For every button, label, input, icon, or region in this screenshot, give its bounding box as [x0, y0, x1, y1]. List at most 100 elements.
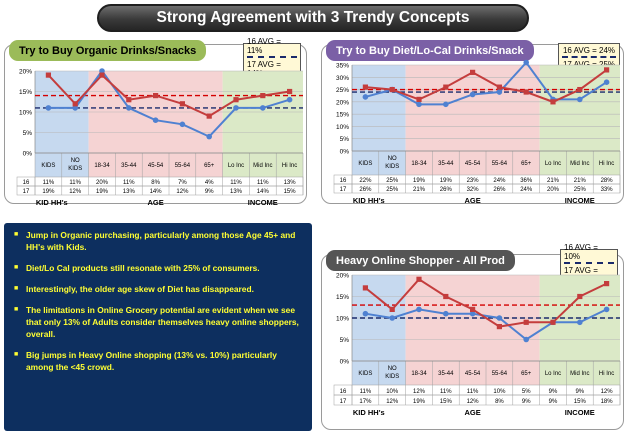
organic-chart-title: Try to Buy Organic Drinks/Snacks	[9, 40, 207, 61]
table-cell: 19%	[96, 189, 109, 195]
table-cell: 19%	[413, 178, 426, 184]
y-tick-label: 5%	[23, 130, 33, 137]
table-cell: 20%	[96, 180, 109, 186]
series-16-line	[365, 60, 608, 106]
group-label: INCOME	[248, 198, 278, 207]
series-17-point	[523, 89, 529, 95]
y-tick-label: 20%	[336, 273, 349, 280]
category-label: 35-44	[438, 371, 454, 377]
series-17-point	[260, 93, 266, 99]
table-cell: 11%	[123, 180, 135, 186]
table-cell: 24%	[520, 187, 533, 193]
series-16-point	[577, 96, 583, 103]
insight-item: Big jumps in Heavy Online shopping (13% …	[12, 349, 304, 373]
table-cell: 12%	[69, 189, 82, 195]
series-17-point	[470, 306, 476, 312]
table-row-label: 16	[340, 178, 347, 184]
group-zone	[222, 71, 303, 177]
y-tick-label: 30%	[336, 75, 349, 82]
table-cell: 9%	[549, 389, 558, 395]
table-row-label: 17	[340, 399, 347, 405]
y-tick-label: 0%	[340, 359, 350, 366]
table-row	[333, 183, 621, 194]
category-label: 18-34	[94, 163, 110, 169]
table-cell: 13%	[123, 189, 136, 195]
table-cell: 23%	[467, 178, 480, 184]
series-16-point	[389, 315, 395, 321]
y-tick-label: 15%	[336, 112, 349, 119]
insight-item: Jump in Organic purchasing, particularly…	[12, 229, 304, 253]
category-label: KIDS	[385, 374, 399, 380]
series-16-point	[416, 306, 422, 313]
series-17-point	[153, 93, 159, 99]
series-17-point	[126, 97, 132, 103]
series-16-point	[496, 315, 503, 321]
table-cell: 21%	[574, 178, 587, 184]
series-17-point	[416, 96, 422, 102]
table-cell: 9%	[575, 389, 584, 395]
category-label: Mid Inc	[570, 161, 589, 167]
table-cell: 19%	[42, 189, 55, 195]
series-17-point	[496, 324, 502, 330]
table-cell: 15%	[284, 189, 297, 195]
category-label: KIDS	[358, 371, 372, 377]
online-avg-16: 16 AVG = 10%	[564, 243, 614, 264]
group-zone	[539, 275, 620, 385]
table-row	[16, 185, 304, 196]
group-label: AGE	[464, 196, 480, 205]
table-cell: 12%	[601, 389, 614, 395]
table-row-label: 16	[23, 180, 30, 186]
y-tick-label: 5%	[340, 337, 350, 344]
category-label: 65+	[521, 371, 532, 377]
table-cell: 10%	[493, 389, 506, 395]
table-cell: 12%	[467, 399, 480, 405]
table-cell: 4%	[205, 180, 214, 186]
insight-item: The limitations in Online Grocery potent…	[12, 304, 304, 340]
series-16-point	[443, 101, 449, 108]
series-17-point	[233, 97, 239, 103]
series-16-point	[179, 121, 186, 128]
table-cell: 11%	[230, 180, 242, 186]
insight-item: Interestingly, the older age skew of Die…	[12, 283, 304, 295]
y-tick-label: 0%	[23, 151, 33, 158]
category-label: KIDS	[41, 163, 55, 169]
series-16-point	[603, 306, 610, 313]
series-16-point	[523, 59, 529, 66]
table-cell: 11%	[440, 389, 452, 395]
insights-box: Jump in Organic purchasing, particularly…	[4, 223, 312, 431]
category-label: NO	[388, 366, 397, 372]
category-label: 65+	[204, 163, 215, 169]
category-label: 65+	[521, 161, 532, 167]
table-cell: 20%	[547, 187, 560, 193]
series-17-point	[550, 319, 556, 325]
series-17-point	[287, 88, 293, 95]
table-cell: 26%	[440, 187, 453, 193]
group-zone	[88, 71, 223, 177]
series-16-point	[72, 105, 78, 111]
table-cell: 11%	[467, 389, 479, 395]
category-label: 45-54	[148, 163, 164, 169]
series-16-point	[603, 79, 610, 85]
series-17-point	[550, 99, 556, 105]
table-cell: 25%	[386, 187, 399, 193]
table-cell: 32%	[467, 187, 480, 193]
group-zone	[405, 275, 540, 385]
series-16-point	[496, 89, 503, 95]
y-tick-label: 10%	[19, 110, 32, 117]
series-16-point	[286, 96, 293, 103]
insight-item: Diet/Lo Cal products still resonate with…	[12, 262, 304, 274]
y-tick-label: 15%	[336, 294, 349, 301]
table-cell: 25%	[574, 187, 587, 193]
series-16-point	[260, 105, 266, 111]
series-17-point	[45, 72, 51, 78]
series-17-point	[99, 72, 105, 78]
category-label: Hi Inc	[599, 161, 614, 167]
group-label: INCOME	[565, 196, 595, 205]
table-cell: 11%	[257, 180, 269, 186]
table-cell: 13%	[230, 189, 243, 195]
table-cell: 8%	[151, 180, 160, 186]
table-row	[333, 394, 621, 406]
series-17-point	[443, 84, 449, 90]
series-17-point	[577, 86, 583, 93]
table-row-label: 17	[23, 189, 30, 195]
